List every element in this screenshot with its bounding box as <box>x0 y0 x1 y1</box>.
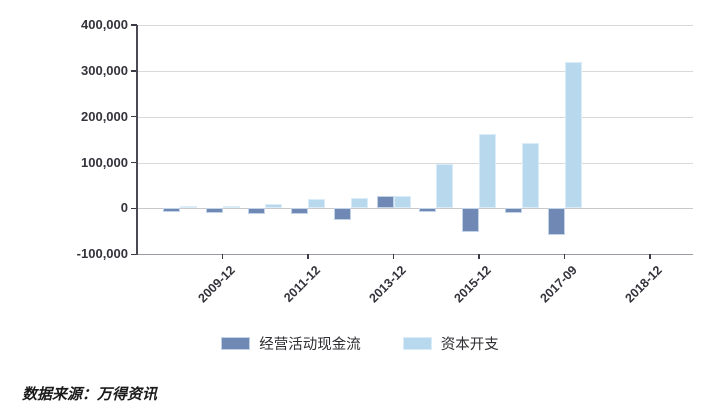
legend-swatch-operating-cashflow-icon <box>221 337 251 350</box>
y-tick <box>131 161 137 164</box>
x-axis-line <box>137 253 693 256</box>
x-tick <box>392 254 395 260</box>
bar-capex <box>265 204 283 209</box>
x-axis-label: 2017-09 <box>537 263 580 306</box>
y-axis-label: 0 <box>120 200 128 216</box>
y-axis-line <box>136 25 138 256</box>
legend-label-operating-cashflow: 经营活动现金流 <box>259 337 361 353</box>
bar-operating-cashflow <box>547 208 565 235</box>
bar-operating-cashflow <box>205 208 223 214</box>
bar-operating-cashflow <box>462 208 480 232</box>
bar-capex <box>350 197 368 209</box>
y-axis-label: 200,000 <box>81 108 128 124</box>
y-axis-label: 300,000 <box>81 62 128 78</box>
x-tick <box>563 254 566 260</box>
y-axis-label: 100,000 <box>81 154 128 170</box>
y-axis-label: -100,000 <box>76 246 128 262</box>
y-tick <box>131 253 137 256</box>
x-tick <box>307 254 309 260</box>
bar-capex <box>479 134 497 209</box>
legend-swatch-capex-icon <box>402 337 432 350</box>
bar-capex <box>222 205 240 209</box>
x-axis-label: 2011-12 <box>281 263 323 306</box>
x-axis-label: 2013-12 <box>366 263 409 306</box>
bar-operating-cashflow <box>419 208 437 213</box>
x-axis-label: 2009-12 <box>195 263 238 306</box>
x-tick <box>478 254 480 260</box>
bar-operating-cashflow <box>248 208 266 214</box>
legend: 经营活动现金流 资本开支 <box>0 333 720 354</box>
gridline <box>137 70 693 72</box>
gridline <box>137 162 693 164</box>
bar-operating-cashflow <box>333 208 351 221</box>
legend-item-operating-cashflow: 经营活动现金流 <box>221 333 361 354</box>
x-axis-label: 2018-12 <box>622 263 666 306</box>
legend-label-capex: 资本开支 <box>440 337 499 353</box>
legend-item-capex: 资本开支 <box>402 333 499 354</box>
y-tick <box>131 70 137 72</box>
bar-capex <box>564 62 582 209</box>
bar-operating-cashflow <box>291 208 309 215</box>
y-axis-label: 400,000 <box>81 17 128 32</box>
bar-capex <box>521 143 539 209</box>
bar-operating-cashflow <box>376 196 394 209</box>
gridline <box>137 116 693 118</box>
bar-capex <box>179 206 197 209</box>
bar-operating-cashflow <box>504 208 522 214</box>
gridline <box>137 208 693 210</box>
gridline <box>137 25 693 26</box>
bar-capex <box>393 196 411 209</box>
y-tick <box>131 115 137 118</box>
bar-capex <box>436 164 454 209</box>
x-axis-label: 2015-12 <box>451 263 495 306</box>
data-source-note: 数据来源：万得资讯 <box>22 385 158 403</box>
y-tick <box>131 207 137 210</box>
bar-operating-cashflow <box>162 208 180 212</box>
y-tick <box>131 24 137 26</box>
x-tick <box>221 254 224 260</box>
x-tick <box>649 254 651 260</box>
bar-capex <box>308 198 326 209</box>
